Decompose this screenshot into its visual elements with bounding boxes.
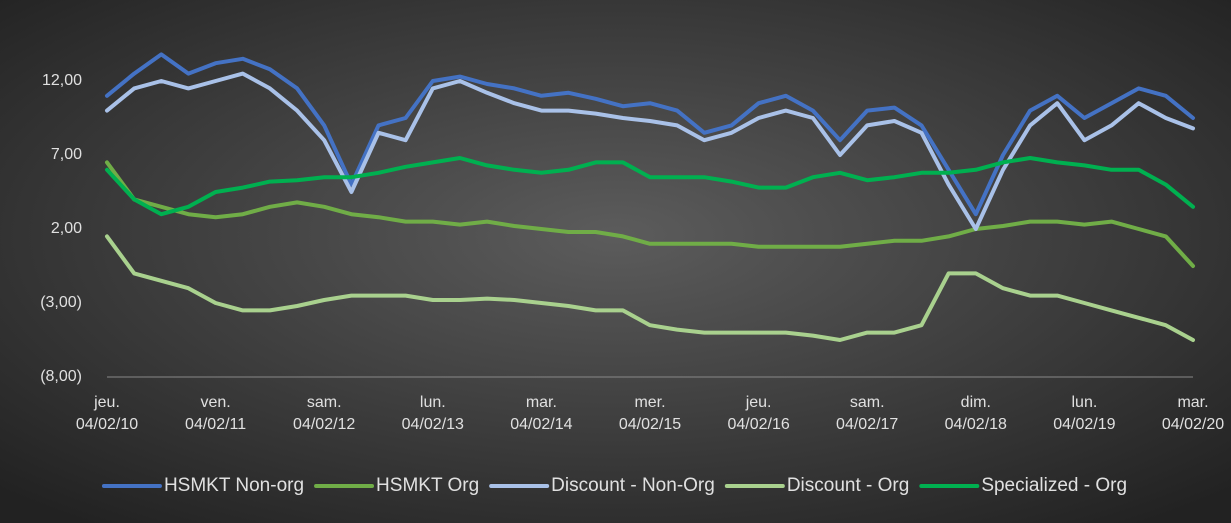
legend-label: HSMKT Org <box>376 475 479 496</box>
legend-label: Discount - Non-Org <box>551 475 715 496</box>
x-tick-label-line: 04/02/10 <box>76 416 138 433</box>
legend-item: Specialized - Org <box>919 475 1127 496</box>
x-tick-label-line: dim. <box>961 394 991 411</box>
x-tick-label-line: jeu. <box>93 394 120 411</box>
x-tick-label-line: lun. <box>1072 394 1098 411</box>
x-tick-label: dim. 04/02/18 <box>945 394 1007 433</box>
legend-label: Discount - Org <box>787 475 909 496</box>
y-tick-label: (8,00) <box>40 368 82 385</box>
legend-label: Specialized - Org <box>981 475 1127 496</box>
x-tick-label-line: 04/02/18 <box>945 416 1007 433</box>
y-tick-label: 12,00 <box>42 72 82 89</box>
x-tick-label-line: mar. <box>526 394 557 411</box>
x-tick-label-line: sam. <box>307 394 342 411</box>
x-tick-label-line: ven. <box>200 394 230 411</box>
x-tick-label-line: 04/02/20 <box>1162 416 1224 433</box>
x-tick-label: mer. 04/02/15 <box>619 394 681 433</box>
x-tick-label: jeu. 04/02/10 <box>76 394 138 433</box>
x-tick-label-line: 04/02/14 <box>510 416 572 433</box>
legend-item: Discount - Non-Org <box>489 475 715 496</box>
legend-item: HSMKT Non-org <box>101 475 304 496</box>
x-tick-label: sam. 04/02/12 <box>293 394 355 433</box>
x-tick-label-line: mer. <box>634 394 665 411</box>
x-tick-label: sam. 04/02/17 <box>836 394 898 433</box>
x-tick-label-line: 04/02/15 <box>619 416 681 433</box>
x-tick-label: ven. 04/02/11 <box>185 394 246 433</box>
x-tick-label-line: 04/02/19 <box>1053 416 1115 433</box>
x-tick-label-line: 04/02/12 <box>293 416 355 433</box>
x-tick-label-line: 04/02/17 <box>836 416 898 433</box>
x-tick-label: lun. 04/02/13 <box>402 394 464 433</box>
series-line <box>105 156 1195 217</box>
x-tick-label-line: mar. <box>1177 394 1208 411</box>
series-line <box>105 71 1195 231</box>
x-tick-label: mar. 04/02/14 <box>510 394 572 433</box>
series-line <box>105 52 1195 217</box>
x-tick-label-line: 04/02/16 <box>727 416 789 433</box>
x-tick-label: mar. 04/02/20 <box>1162 394 1224 433</box>
series-line <box>105 234 1195 342</box>
y-tick-label: 7,00 <box>51 146 82 163</box>
legend-item: HSMKT Org <box>314 475 479 496</box>
x-tick-label-line: 04/02/11 <box>185 416 246 433</box>
x-tick-label-line: jeu. <box>745 394 772 411</box>
x-tick-label: jeu. 04/02/16 <box>727 394 789 433</box>
y-tick-label: 2,00 <box>51 220 82 237</box>
x-tick-label-line: 04/02/13 <box>402 416 464 433</box>
series-line <box>105 160 1195 268</box>
x-tick-label-line: lun. <box>420 394 446 411</box>
legend-label: HSMKT Non-org <box>164 475 304 496</box>
x-tick-label: lun. 04/02/19 <box>1053 394 1115 433</box>
x-tick-label-line: sam. <box>850 394 885 411</box>
y-tick-label: (3,00) <box>40 294 82 311</box>
legend-item: Discount - Org <box>724 475 909 496</box>
